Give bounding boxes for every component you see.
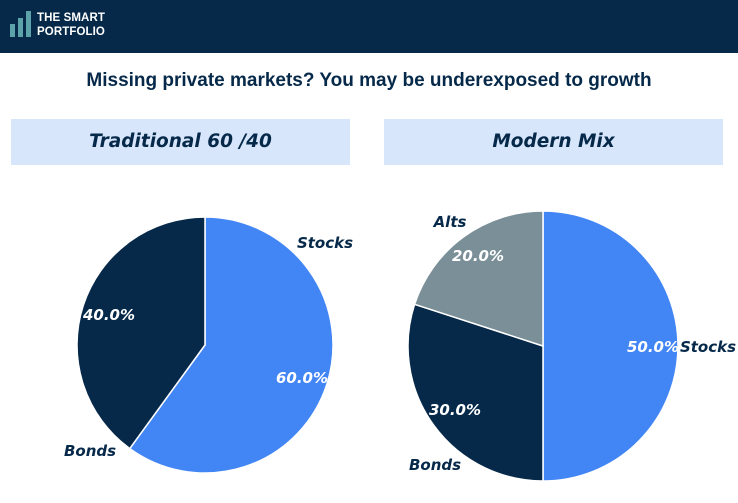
brand-line-2: PORTFOLIO bbox=[37, 25, 105, 38]
value-label-stocks-chart1: 60.0% bbox=[276, 369, 328, 387]
brand-line-1: THE SMART bbox=[37, 12, 105, 24]
header-bar: THE SMART PORTFOLIO bbox=[0, 0, 738, 53]
slice-bonds-chart2 bbox=[407, 303, 544, 482]
category-label-stocks-chart1: Stocks bbox=[297, 234, 353, 252]
value-label-stocks-chart2: 50.0% bbox=[627, 338, 679, 356]
slice-bonds-chart1 bbox=[76, 216, 206, 450]
category-label-bonds-chart2: Bonds bbox=[409, 456, 461, 474]
value-label-alts-chart2: 20.0% bbox=[452, 247, 504, 265]
slice-stocks-chart2 bbox=[542, 210, 679, 482]
page-title: Missing private markets? You may be unde… bbox=[86, 70, 652, 91]
slice-alts-chart2 bbox=[413, 210, 544, 348]
slice-stocks-chart1 bbox=[128, 216, 334, 474]
category-label-bonds-chart1: Bonds bbox=[64, 442, 116, 460]
value-label-bonds-chart1: 40.0% bbox=[82, 306, 135, 324]
category-label-alts-chart2: Alts bbox=[433, 213, 467, 231]
bar-chart-logo-icon bbox=[10, 11, 31, 37]
brand-logo-text: THE SMART PORTFOLIO bbox=[37, 12, 105, 39]
chart-title-modern: Modern Mix bbox=[384, 119, 723, 165]
value-label-bonds-chart2: 30.0% bbox=[429, 401, 481, 419]
chart-title-traditional: Traditional 60 /40 bbox=[11, 119, 350, 165]
category-label-stocks-chart2: Stocks bbox=[680, 338, 736, 356]
